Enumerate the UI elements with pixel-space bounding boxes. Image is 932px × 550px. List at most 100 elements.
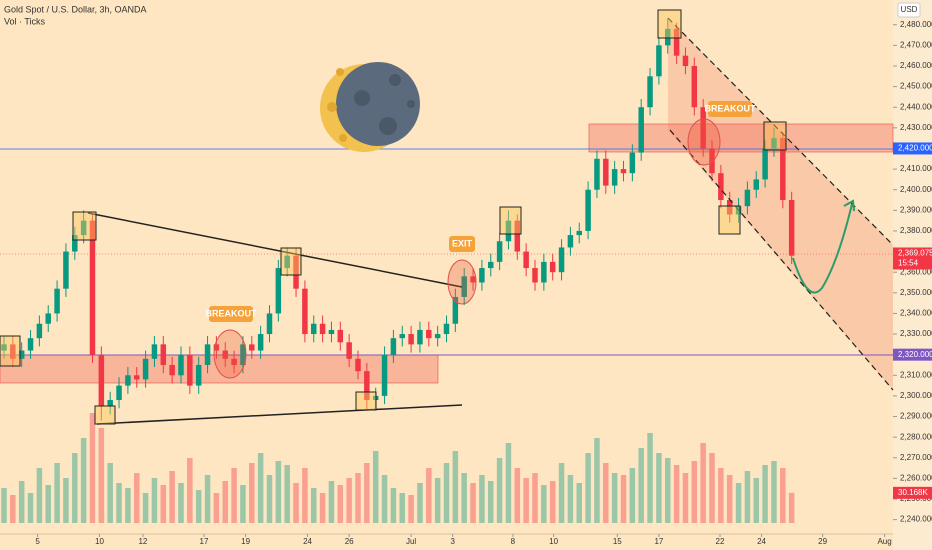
volume-bar: [178, 483, 184, 523]
x-tick-label: 29: [818, 537, 827, 546]
x-tick-label: Aug: [877, 537, 891, 546]
candle-body: [160, 344, 167, 365]
volume-bar: [788, 492, 795, 523]
candle-body: [195, 364, 202, 386]
candle-body: [523, 251, 529, 269]
volume-bar: [461, 473, 467, 523]
x-tick-label: 10: [549, 537, 558, 546]
volume-bar: [80, 438, 87, 523]
candle-body: [611, 169, 618, 186]
price-label-box: [893, 142, 932, 155]
candle-body: [753, 179, 760, 190]
volume-bar: [231, 468, 237, 523]
volume-bar: [620, 475, 627, 523]
candle-layer: [1, 18, 795, 421]
candle-body: [142, 358, 149, 380]
candle-body: [603, 158, 609, 186]
price-label: 2,369.075: [898, 249, 932, 258]
volume-bar: [293, 483, 299, 523]
candle-body: [249, 344, 255, 351]
volume-bar: [780, 468, 786, 523]
volume-bar: [585, 453, 591, 523]
y-tick-label: 2,240.000: [900, 515, 932, 524]
x-tick-label: 3: [450, 537, 455, 546]
volume-bar: [399, 493, 405, 523]
candle-body: [514, 220, 521, 252]
candle-body: [541, 261, 547, 283]
candle-body: [187, 354, 193, 386]
candle-body: [656, 45, 662, 77]
trend-line: [96, 404, 463, 425]
candle-body: [213, 344, 220, 351]
candle-body: [488, 261, 494, 269]
volume-bar: [638, 448, 644, 523]
volume-bar: [275, 461, 282, 523]
candle-body: [72, 235, 78, 252]
candle-body: [620, 169, 627, 174]
candle-body: [355, 358, 361, 372]
candle-body: [178, 354, 184, 376]
candle-body: [364, 371, 370, 401]
volume-label: 30.168K: [898, 488, 928, 497]
volume-bar: [10, 495, 16, 523]
volume-bar: [98, 428, 105, 523]
volume-bar: [496, 458, 503, 523]
currency-box[interactable]: [897, 2, 921, 18]
price-label-time: 15:54: [898, 259, 919, 268]
volume-bar: [1, 488, 7, 523]
volume-bar: [187, 458, 193, 523]
volume-bar: [195, 490, 202, 523]
y-tick-label: 2,380.000: [900, 226, 932, 235]
x-tick-label: 10: [95, 537, 104, 546]
volume-bar: [434, 478, 441, 523]
volume-bar: [426, 468, 432, 523]
candle-body: [257, 334, 264, 351]
volume-bar: [726, 475, 733, 523]
x-tick-label: 17: [200, 537, 209, 546]
volume-bar: [125, 488, 131, 523]
annotation-bubble: [209, 306, 253, 322]
candle-body: [744, 189, 751, 207]
volume-bar: [523, 478, 529, 523]
candle-body: [125, 375, 131, 386]
candle-body: [169, 364, 175, 376]
projection-curve: [792, 203, 853, 294]
volume-bar: [213, 493, 220, 523]
volume-bar: [107, 463, 113, 523]
volume-bar: [594, 438, 600, 523]
y-tick-label: 2,310.000: [900, 370, 932, 379]
candle-body: [319, 323, 326, 335]
channel-line: [669, 129, 894, 391]
candle-body: [665, 28, 671, 46]
x-tick-label: Jul: [406, 537, 416, 546]
projection-arrow: [843, 199, 855, 212]
volume-bar: [771, 461, 777, 523]
y-tick-label: 2,470.000: [900, 40, 932, 49]
volume-bar: [142, 493, 149, 523]
volume-bar: [54, 463, 60, 523]
candle-body: [204, 344, 211, 365]
volume-bar: [372, 451, 379, 523]
x-tick-label: 22: [716, 537, 725, 546]
volume-bar: [709, 453, 715, 523]
x-tick-label: 17: [654, 537, 663, 546]
volume-bar: [36, 468, 43, 523]
price-label-box: [893, 247, 932, 270]
x-tick-label: 24: [757, 537, 766, 546]
volume-bar: [408, 495, 414, 523]
volume-bar: [532, 473, 538, 523]
volume-bar: [549, 481, 556, 523]
candle-body: [682, 55, 689, 66]
candle-body: [647, 76, 653, 108]
y-tick-label: 2,450.000: [900, 82, 932, 91]
volume-bar: [319, 493, 326, 523]
candle-body: [479, 268, 485, 283]
volume-bar: [364, 463, 370, 523]
candle-body: [673, 28, 680, 56]
candle-body: [505, 220, 512, 242]
volume-bar: [541, 485, 547, 523]
candle-body: [788, 200, 795, 256]
volume-bar: [718, 468, 724, 523]
candle-body: [151, 344, 158, 359]
